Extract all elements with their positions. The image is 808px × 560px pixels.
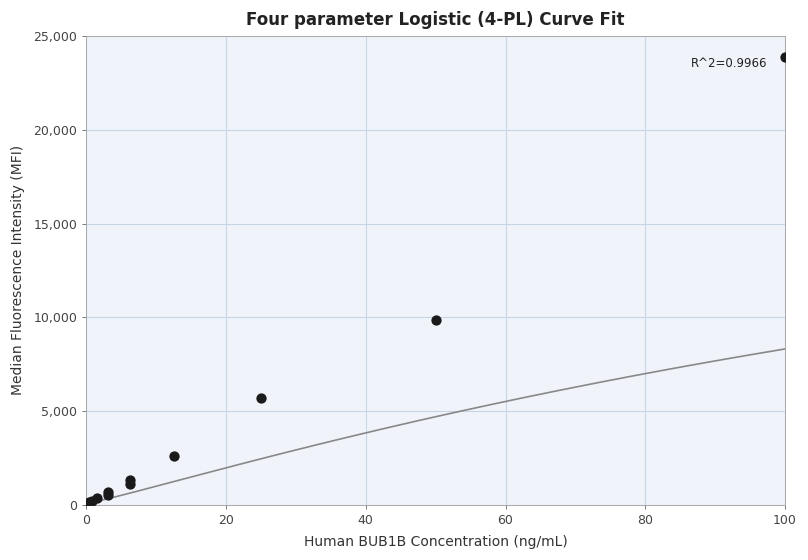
X-axis label: Human BUB1B Concentration (ng/mL): Human BUB1B Concentration (ng/mL) [304,535,567,549]
Title: Four parameter Logistic (4-PL) Curve Fit: Four parameter Logistic (4-PL) Curve Fit [246,11,625,29]
Point [167,451,180,460]
Point [778,52,791,61]
Point [124,475,137,484]
Point [102,491,115,500]
Point [102,488,115,497]
Text: R^2=0.9966: R^2=0.9966 [691,57,767,71]
Point [90,493,103,502]
Point [124,479,137,488]
Point [429,315,442,324]
Y-axis label: Median Fluorescence Intensity (MFI): Median Fluorescence Intensity (MFI) [11,145,25,395]
Point [255,393,267,402]
Point [86,496,99,505]
Point [82,498,95,507]
